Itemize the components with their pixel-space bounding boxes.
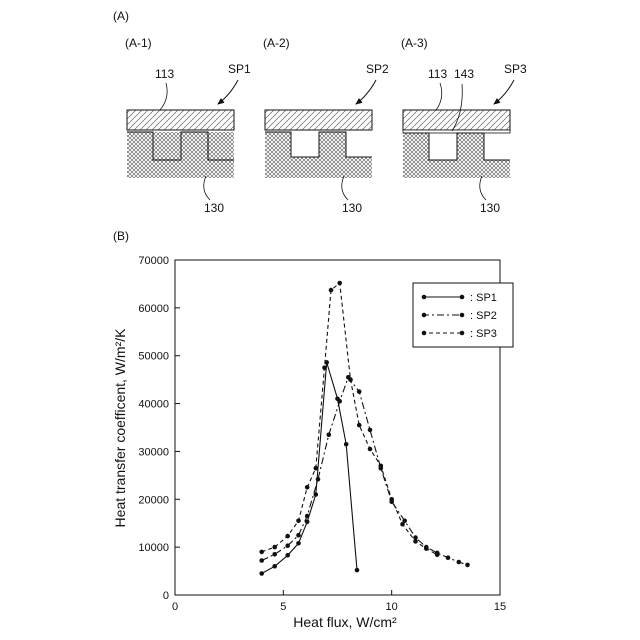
- legend-marker: [422, 331, 427, 336]
- sub-panel-a1: (A-1) 113 SP1 130: [125, 36, 251, 215]
- x-tick-label: 5: [280, 601, 286, 613]
- data-point: [400, 522, 405, 527]
- data-point: [368, 428, 373, 433]
- data-point: [259, 550, 264, 555]
- callout-130-a1: 130: [204, 201, 224, 215]
- sub-panel-a2: (A-2) SP2 130: [263, 36, 389, 215]
- data-point: [424, 546, 429, 551]
- legend-label: : SP3: [470, 328, 497, 340]
- legend-marker: [422, 295, 427, 300]
- x-tick-label: 15: [494, 601, 506, 613]
- data-point: [413, 539, 418, 544]
- callout-143-a3: 143: [454, 67, 474, 81]
- series-1: [259, 360, 359, 576]
- y-tick-label: 40000: [138, 399, 169, 411]
- callout-130-a3: 130: [480, 201, 500, 215]
- data-point: [337, 399, 342, 404]
- heat-transfer-chart: 0 5 10 15 0 10000 20000 30000 40000 50000 60000 700…: [112, 255, 513, 630]
- sub-panel-a3-label: (A-3): [401, 36, 428, 50]
- series-2: [259, 375, 469, 567]
- legend-marker: [422, 313, 427, 318]
- data-point: [305, 485, 310, 490]
- data-point: [296, 533, 301, 538]
- sub-panel-a2-label: (A-2): [263, 36, 290, 50]
- data-point: [314, 466, 319, 471]
- data-point: [322, 365, 327, 370]
- legend-marker: [460, 313, 465, 318]
- data-point: [435, 553, 440, 558]
- data-point: [368, 447, 373, 452]
- data-point: [272, 552, 277, 557]
- data-point: [259, 571, 264, 576]
- data-point: [296, 519, 301, 524]
- callout-130-a2: 130: [342, 201, 362, 215]
- y-tick-label: 10000: [138, 542, 169, 554]
- callout-113-a1: 113: [155, 67, 174, 81]
- data-point: [389, 497, 394, 502]
- data-point: [344, 442, 349, 447]
- sample-label-sp1: SP1: [228, 62, 251, 76]
- y-tick-label: 70000: [138, 255, 169, 267]
- data-point: [296, 541, 301, 546]
- x-tick-label: 0: [172, 601, 178, 613]
- sample-label-sp2: SP2: [366, 62, 389, 76]
- y-tick-label: 20000: [138, 494, 169, 506]
- legend: : SP1 : SP2 : SP3: [413, 283, 513, 347]
- y-axis-title: Heat transfer coefficent, W/m²/K: [112, 328, 128, 528]
- data-point: [329, 288, 334, 293]
- data-point: [272, 545, 277, 550]
- data-point: [272, 564, 277, 569]
- series-line: [262, 362, 357, 573]
- data-point: [305, 514, 310, 519]
- panel-b-label: (B): [113, 229, 129, 243]
- data-point: [446, 555, 451, 560]
- data-point: [285, 534, 290, 539]
- x-tick-label: 10: [386, 601, 398, 613]
- data-point: [379, 464, 384, 469]
- sub-panel-a1-label: (A-1): [125, 36, 152, 50]
- callout-113-a3: 113: [428, 67, 447, 81]
- data-point: [337, 281, 342, 286]
- y-tick-label: 30000: [138, 446, 169, 458]
- layer-113-a3: [403, 110, 510, 130]
- sample-label-sp3: SP3: [504, 62, 527, 76]
- data-point: [259, 558, 264, 563]
- legend-marker: [460, 331, 465, 336]
- layer-113-a2: [265, 110, 372, 130]
- panel-a-label: (A): [113, 9, 129, 23]
- data-point: [348, 377, 353, 382]
- series-line: [262, 283, 438, 555]
- data-point: [285, 543, 290, 548]
- legend-label: : SP1: [470, 292, 497, 304]
- data-point: [465, 563, 470, 568]
- data-point: [357, 389, 362, 394]
- data-point: [285, 553, 290, 558]
- data-point: [357, 423, 362, 428]
- data-point: [355, 568, 360, 573]
- legend-label: : SP2: [470, 310, 497, 322]
- sub-panel-a3: (A-3) 113 143 SP3 130: [401, 36, 527, 215]
- x-axis-title: Heat flux, W/cm²: [293, 614, 397, 630]
- data-point: [457, 560, 462, 565]
- y-tick-label: 50000: [138, 351, 169, 363]
- series-3: [259, 281, 439, 557]
- y-tick-label: 60000: [138, 303, 169, 315]
- series-line: [262, 377, 468, 565]
- data-point: [327, 432, 332, 437]
- y-tick-label: 0: [163, 590, 169, 602]
- legend-marker: [460, 295, 465, 300]
- data-point: [316, 477, 321, 482]
- layer-113-a1: [127, 110, 234, 130]
